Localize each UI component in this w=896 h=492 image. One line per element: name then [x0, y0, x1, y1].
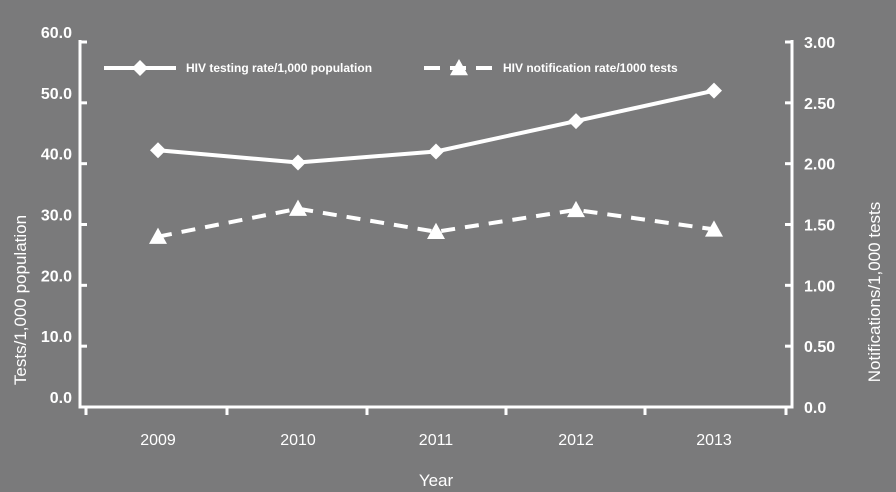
y-right-tick-label: 1.50: [804, 218, 835, 235]
y-right-tick-label: 0.50: [804, 339, 835, 356]
y-left-tick-label: 60.0: [41, 25, 72, 42]
y-left-tick-label: 30.0: [41, 208, 72, 225]
series-1: [150, 82, 722, 171]
diamond-marker: [428, 143, 444, 160]
y-axis-right-title: Notifications/1,000 tests: [865, 202, 884, 382]
x-tick-label: 2009: [140, 432, 176, 449]
y-right-tick-label: 3.00: [804, 35, 835, 52]
triangle-marker: [427, 222, 445, 239]
x-axis-title: Year: [419, 471, 454, 490]
x-tick-label: 2010: [280, 432, 316, 449]
y-right-tick-label: 2.50: [804, 96, 835, 113]
axes: 0.0 10.0 20.0 30.0 40.0 50.0 60.0 0.0 0.50 1.00 1.…: [41, 25, 835, 449]
diamond-marker: [290, 154, 306, 171]
y-left-tick-label: 40.0: [41, 147, 72, 164]
x-tick-label: 2013: [696, 432, 732, 449]
triangle-marker: [289, 199, 307, 216]
triangle-marker: [450, 59, 468, 76]
diamond-marker: [706, 82, 722, 99]
y-left-tick-label: 10.0: [41, 329, 72, 346]
y-right-tick-label: 2.00: [804, 157, 835, 174]
y-right-tick-label: 0.0: [804, 400, 826, 417]
y-right-tick-label: 1.00: [804, 278, 835, 295]
y-left-tick-label: 20.0: [41, 268, 72, 285]
x-tick-label: 2012: [558, 432, 594, 449]
triangle-marker: [149, 227, 167, 244]
y-left-tick-label: 0.0: [50, 390, 72, 407]
x-tick-label: 2011: [419, 432, 454, 449]
triangle-marker: [705, 220, 723, 237]
y-left-tick-label: 50.0: [41, 86, 72, 103]
diamond-marker: [568, 113, 584, 130]
legend-label-notification-rate: HIV notification rate/1000 tests: [503, 61, 678, 75]
y-axis-left-title: Tests/1,000 population: [11, 215, 30, 385]
legend-label-testing-rate: HIV testing rate/1,000 population: [186, 61, 372, 75]
diamond-marker: [132, 60, 148, 76]
diamond-marker: [150, 142, 166, 159]
series-2: [149, 199, 723, 244]
legend: HIV testing rate/1,000 population HIV not…: [104, 59, 678, 76]
triangle-marker: [567, 200, 585, 218]
series-layer: [149, 82, 723, 244]
